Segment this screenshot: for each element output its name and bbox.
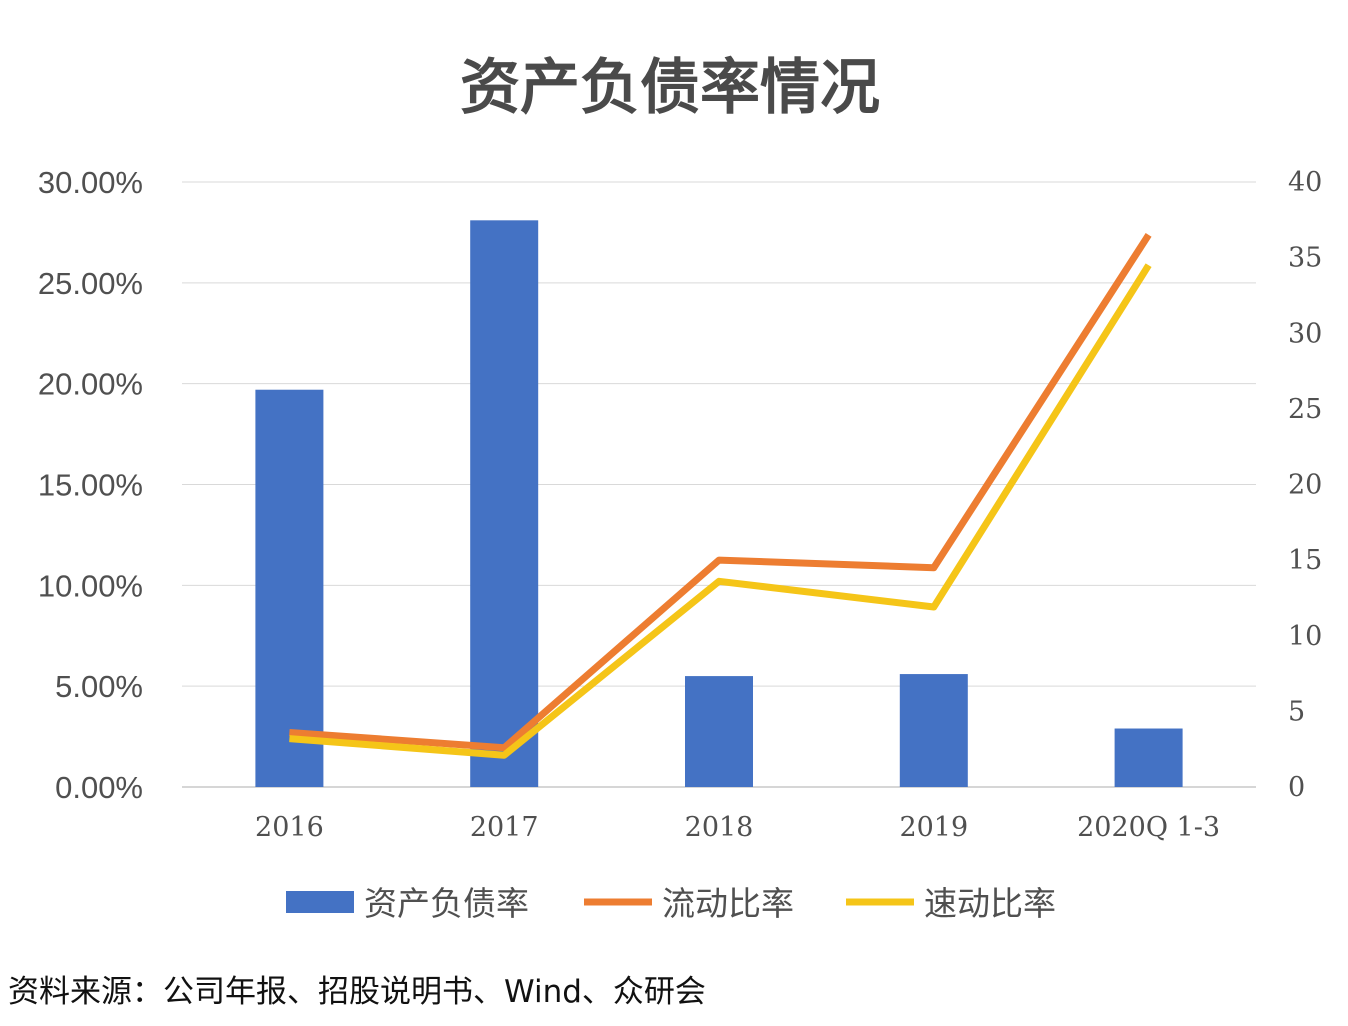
left-tick-label: 15.00% bbox=[38, 468, 143, 503]
left-tick-label: 25.00% bbox=[38, 266, 143, 301]
right-tick-label: 20 bbox=[1288, 470, 1322, 501]
x-tick-label: 2018 bbox=[685, 812, 754, 843]
x-tick-label: 2020Q 1-3 bbox=[1077, 812, 1220, 843]
left-tick-label: 0.00% bbox=[55, 770, 143, 805]
x-axis-ticks: 2016 2017 2018 2019 2020Q 1-3 bbox=[255, 812, 1220, 843]
left-tick-label: 10.00% bbox=[38, 568, 143, 603]
right-tick-label: 35 bbox=[1288, 243, 1322, 274]
gridlines bbox=[182, 181, 1256, 788]
bar bbox=[255, 389, 324, 787]
left-tick-label: 5.00% bbox=[55, 669, 143, 704]
bar bbox=[1114, 728, 1183, 787]
quick-ratio-line bbox=[289, 263, 1152, 759]
legend-label: 流动比率 bbox=[662, 884, 794, 923]
legend-swatch bbox=[286, 891, 354, 913]
legend: 资产负债率 流动比率 速动比率 bbox=[286, 884, 1056, 923]
right-tick-label: 0 bbox=[1288, 772, 1305, 803]
legend-label: 资产负债率 bbox=[364, 884, 529, 923]
right-axis-ticks: 0 5 10 15 20 25 30 35 40 bbox=[1288, 167, 1322, 803]
left-tick-label: 30.00% bbox=[38, 165, 143, 200]
right-tick-label: 30 bbox=[1288, 318, 1322, 349]
right-tick-label: 25 bbox=[1288, 394, 1322, 425]
bar bbox=[470, 220, 539, 788]
line-series bbox=[289, 233, 1152, 759]
right-tick-label: 10 bbox=[1288, 621, 1322, 652]
bar bbox=[685, 676, 753, 787]
x-tick-label: 2019 bbox=[899, 812, 968, 843]
left-tick-label: 20.00% bbox=[38, 367, 143, 402]
current-ratio-line bbox=[289, 233, 1152, 752]
source-note: 资料来源：公司年报、招股说明书、Wind、众研会 bbox=[8, 974, 706, 1010]
right-tick-label: 15 bbox=[1288, 545, 1322, 576]
chart-title: 资产负债率情况 bbox=[460, 53, 880, 123]
right-tick-label: 5 bbox=[1288, 696, 1305, 727]
legend-label: 速动比率 bbox=[924, 884, 1056, 923]
x-tick-label: 2017 bbox=[470, 812, 539, 843]
left-axis-ticks: 0.00% 5.00% 10.00% 15.00% 20.00% 25.00% 30.00% bbox=[38, 165, 143, 805]
bar bbox=[899, 674, 968, 787]
bar-series bbox=[255, 220, 1183, 788]
right-tick-label: 40 bbox=[1288, 167, 1322, 198]
x-tick-label: 2016 bbox=[255, 812, 324, 843]
